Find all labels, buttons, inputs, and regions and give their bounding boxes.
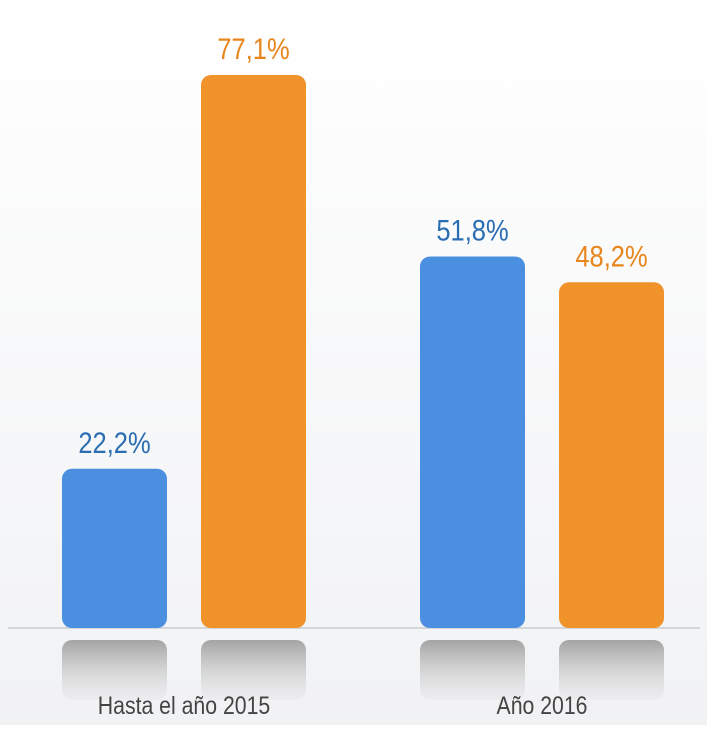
- x-tick-label: Año 2016: [497, 691, 588, 719]
- bar-reflection: [62, 640, 167, 700]
- x-tick-label: Hasta el año 2015: [98, 691, 270, 719]
- value-label: 22,2%: [78, 426, 150, 459]
- bar-reflection: [559, 640, 664, 700]
- bar-reflection: [420, 640, 525, 700]
- value-label: 48,2%: [575, 239, 647, 272]
- bar: [62, 468, 167, 628]
- value-label: 51,8%: [436, 214, 508, 247]
- bar: [201, 75, 306, 628]
- bar: [559, 282, 664, 628]
- bar-reflection: [201, 640, 306, 700]
- value-label: 77,1%: [217, 32, 289, 65]
- bar: [420, 256, 525, 628]
